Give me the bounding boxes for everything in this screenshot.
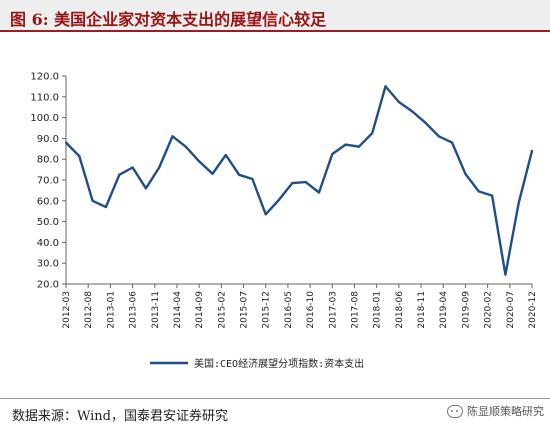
- x-tick-label: 2018-01: [373, 291, 383, 329]
- x-tick-label: 2012-08: [84, 291, 94, 329]
- y-axis: 20.0 30.0 40.0 50.0 60.0 70.0 80.0 90.0 100.0 110…: [30, 72, 67, 291]
- data-point: [424, 121, 427, 124]
- y-tick-label: 60.0: [37, 196, 59, 207]
- data-point: [264, 213, 267, 216]
- data-point: [304, 181, 307, 184]
- data-point: [144, 187, 147, 190]
- data-point: [384, 85, 387, 88]
- data-point: [104, 205, 107, 209]
- data-point: [504, 273, 507, 276]
- y-tick-label: 30.0: [37, 259, 59, 270]
- watermark: 陈显顺策略研究: [447, 403, 544, 419]
- data-point: [530, 149, 534, 152]
- data-point: [291, 182, 294, 185]
- x-tick-label: 2018-11: [417, 291, 427, 329]
- x-tick-label: 2014-09: [195, 291, 205, 329]
- data-point: [171, 135, 174, 138]
- x-tick-label: 2016-10: [306, 291, 316, 329]
- data-point: [317, 191, 321, 194]
- data-point: [158, 166, 161, 169]
- data-point: [517, 201, 520, 204]
- x-tick-label: 2018-06: [395, 291, 405, 329]
- data-point: [437, 135, 440, 138]
- y-tick-label: 70.0: [37, 176, 59, 187]
- x-tick-label: 2020-07: [506, 291, 516, 329]
- wechat-icon: [447, 404, 463, 418]
- y-tick-label: 50.0: [37, 217, 59, 228]
- data-point: [118, 173, 121, 176]
- data-point: [411, 110, 414, 113]
- y-tick-label: 120.0: [30, 72, 59, 83]
- y-tick-label: 20.0: [37, 280, 59, 291]
- data-point: [91, 199, 94, 202]
- x-tick-label: 2020-12: [528, 291, 538, 329]
- x-tick-label: 2020-02: [484, 291, 494, 329]
- x-tick-label: 2014-04: [173, 291, 183, 329]
- data-point: [78, 155, 81, 158]
- data-point: [224, 153, 227, 157]
- x-tick-label: 2019-09: [461, 291, 471, 329]
- title-bar: 图 6: 美国企业家对资本支出的展望信心较足: [0, 0, 550, 32]
- data-point: [371, 132, 374, 135]
- x-tick-label: 2013-06: [129, 291, 139, 329]
- y-tick-label: 100.0: [30, 113, 59, 124]
- y-tick-label: 90.0: [37, 134, 59, 145]
- x-tick-label: 2015-12: [262, 291, 272, 329]
- legend: 美国:CEO经济展望分项指数:资本支出: [150, 357, 364, 370]
- data-point: [277, 198, 281, 201]
- figure-title: 图 6: 美国企业家对资本支出的展望信心较足: [10, 10, 327, 29]
- data-point: [451, 141, 454, 144]
- x-tick-label: 2015-07: [240, 291, 250, 329]
- data-source: 数据来源：Wind，国泰君安证券研究: [12, 409, 228, 424]
- data-point: [211, 172, 214, 175]
- data-point: [64, 141, 68, 144]
- data-point: [131, 166, 134, 169]
- x-tick-label: 2019-04: [439, 291, 449, 329]
- data-point: [397, 100, 400, 104]
- data-point: [357, 145, 360, 148]
- y-tick-label: 110.0: [30, 92, 59, 103]
- data-point: [477, 190, 480, 193]
- x-tick-label: 2012-03: [62, 291, 72, 329]
- footer-divider: [0, 398, 550, 399]
- data-point: [198, 160, 201, 163]
- data-point: [251, 177, 254, 181]
- data-point: [331, 152, 334, 156]
- data-point: [238, 173, 241, 176]
- x-tick-label: 2015-02: [217, 291, 227, 329]
- x-tick-label: 2013-11: [151, 291, 161, 329]
- x-tick-label: 2013-01: [106, 291, 116, 329]
- legend-label: 美国:CEO经济展望分项指数:资本支出: [194, 357, 364, 370]
- data-point: [184, 145, 187, 148]
- data-point: [491, 194, 494, 197]
- line-chart: 20.0 30.0 40.0 50.0 60.0 70.0 80.0 90.0 100.0 110…: [30, 72, 538, 371]
- plot-area: [64, 85, 534, 276]
- y-tick-label: 80.0: [37, 155, 59, 166]
- y-tick-label: 40.0: [37, 238, 59, 249]
- x-tick-label: 2017-08: [350, 291, 360, 329]
- x-tick-label: 2017-03: [328, 291, 338, 329]
- x-tick-label: 2016-05: [284, 291, 294, 329]
- watermark-text: 陈显顺策略研究: [467, 405, 544, 418]
- data-point: [464, 172, 467, 175]
- data-point: [344, 143, 347, 146]
- x-axis: 2012-03 2012-08 2013-01 2013-06 2013-11 2014-…: [62, 283, 538, 329]
- series-line: [65, 85, 534, 276]
